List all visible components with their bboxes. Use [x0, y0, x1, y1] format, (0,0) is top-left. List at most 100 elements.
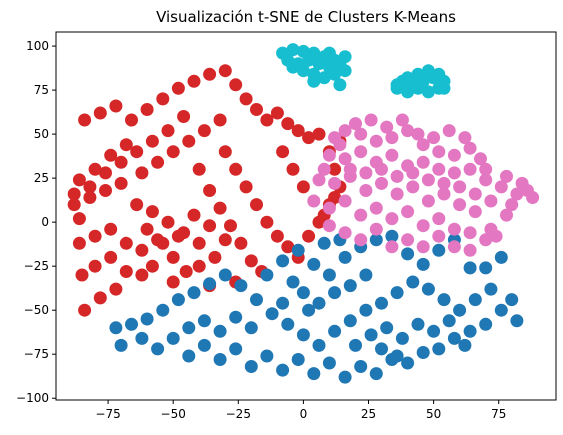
- scatter-point: [375, 296, 388, 310]
- scatter-point: [416, 74, 430, 88]
- scatter-point: [75, 268, 89, 282]
- scatter-point: [385, 212, 399, 226]
- scatter-point: [494, 250, 508, 264]
- scatter-point: [72, 212, 86, 226]
- scatter-point: [380, 120, 394, 134]
- scatter-point: [145, 205, 159, 219]
- plot-frame: [55, 31, 557, 401]
- scatter-point: [88, 259, 102, 273]
- scatter-point: [302, 229, 316, 243]
- scatter-point: [156, 236, 170, 250]
- scatter-point: [166, 275, 180, 289]
- scatter-point: [192, 236, 206, 250]
- scatter-point: [411, 317, 425, 331]
- scatter-point: [197, 124, 211, 138]
- scatter-point: [390, 187, 404, 201]
- scatter-point: [416, 240, 430, 254]
- scatter-point: [260, 215, 274, 229]
- scatter-point: [385, 240, 399, 254]
- scatter-point: [354, 127, 368, 141]
- scatter-point: [67, 198, 81, 212]
- scatter-point: [343, 314, 357, 328]
- scatter-point: [354, 360, 368, 373]
- scatter-point: [161, 215, 175, 229]
- scatter-point: [307, 74, 321, 88]
- scatter-point: [510, 314, 524, 328]
- scatter-point: [437, 187, 451, 201]
- scatter-point: [328, 162, 342, 176]
- scatter-point: [67, 187, 81, 201]
- scatter-point: [151, 155, 165, 169]
- scatter-point: [349, 117, 362, 131]
- chart-title: Visualización t-SNE de Clusters K-Means: [156, 8, 456, 26]
- y-tick-label: 50: [34, 127, 49, 141]
- scatter-point: [411, 127, 425, 141]
- scatter-point: [349, 338, 362, 352]
- scatter-point: [213, 201, 227, 215]
- scatter-point: [328, 191, 342, 204]
- scatter-point: [479, 317, 493, 331]
- scatter-point: [317, 236, 331, 250]
- scatter-point: [463, 243, 477, 257]
- scatter-point: [364, 113, 378, 127]
- scatter-point: [385, 131, 399, 145]
- scatter-point: [109, 321, 123, 335]
- scatter-point: [510, 187, 524, 201]
- scatter-point: [244, 360, 258, 373]
- scatter-point: [203, 277, 217, 291]
- scatter-point: [119, 265, 133, 278]
- scatter-point: [145, 134, 159, 148]
- scatter-point: [135, 166, 149, 180]
- y-tick-label: −25: [24, 259, 49, 273]
- scatter-point: [468, 293, 482, 307]
- scatter-point: [416, 219, 430, 233]
- scatter-point: [458, 338, 472, 352]
- scatter-point: [359, 268, 373, 282]
- scatter-point: [401, 124, 415, 138]
- scatter-point: [104, 222, 118, 236]
- scatter-point: [291, 243, 305, 257]
- scatter-point: [406, 78, 420, 92]
- scatter-point: [505, 293, 519, 307]
- scatter-point: [427, 131, 441, 145]
- scatter-point: [307, 194, 321, 208]
- scatter-point: [281, 317, 295, 331]
- scatter-points: [67, 43, 540, 384]
- scatter-point: [109, 282, 123, 296]
- scatter-point: [312, 338, 326, 352]
- scatter-point: [281, 53, 295, 67]
- scatter-point: [447, 222, 461, 236]
- scatter-point: [369, 367, 383, 381]
- scatter-point: [343, 162, 357, 176]
- scatter-point: [500, 169, 513, 183]
- scatter-point: [99, 184, 112, 197]
- scatter-point: [312, 296, 326, 310]
- scatter-point: [328, 324, 342, 338]
- scatter-point: [203, 67, 217, 81]
- scatter-point: [182, 321, 196, 335]
- x-tick-label: 50: [426, 407, 441, 421]
- scatter-point: [453, 198, 467, 212]
- scatter-point: [218, 145, 232, 159]
- scatter-point: [234, 236, 248, 250]
- scatter-point: [484, 282, 498, 296]
- scatter-point: [369, 134, 383, 148]
- scatter-point: [479, 233, 493, 247]
- scatter-point: [442, 314, 456, 328]
- scatter-point: [338, 370, 352, 384]
- scatter-point: [468, 205, 482, 219]
- scatter-point: [385, 229, 399, 243]
- scatter-point: [166, 250, 180, 264]
- scatter-point: [390, 81, 404, 95]
- scatter-point: [166, 145, 180, 159]
- scatter-point: [260, 268, 274, 282]
- scatter-point: [322, 60, 336, 74]
- y-tick-label: −50: [24, 303, 49, 317]
- scatter-point: [432, 342, 446, 356]
- scatter-point: [484, 222, 498, 236]
- scatter-point: [421, 173, 435, 187]
- scatter-point: [197, 338, 211, 352]
- scatter-point: [463, 261, 477, 275]
- scatter-point: [375, 342, 388, 356]
